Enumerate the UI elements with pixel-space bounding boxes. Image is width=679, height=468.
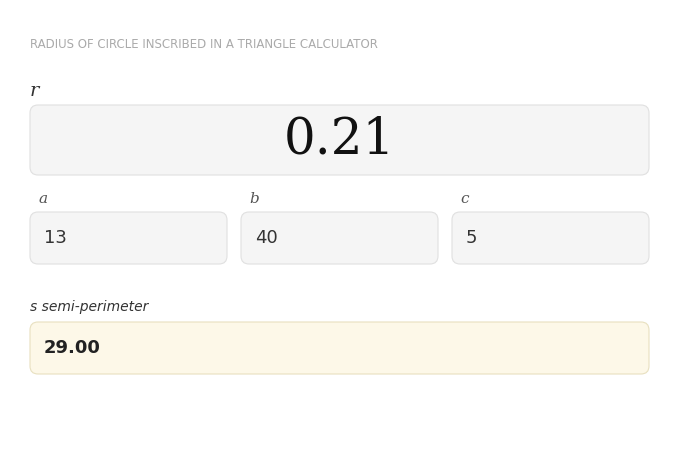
Text: 40: 40 <box>255 229 278 247</box>
Text: 5: 5 <box>466 229 477 247</box>
Text: r: r <box>30 82 39 100</box>
FancyBboxPatch shape <box>30 322 649 374</box>
Text: c: c <box>460 192 469 206</box>
FancyBboxPatch shape <box>30 212 227 264</box>
Text: 0.21: 0.21 <box>284 115 395 165</box>
Text: b: b <box>249 192 259 206</box>
FancyBboxPatch shape <box>241 212 438 264</box>
Text: 13: 13 <box>44 229 67 247</box>
FancyBboxPatch shape <box>452 212 649 264</box>
Text: a: a <box>38 192 47 206</box>
FancyBboxPatch shape <box>30 105 649 175</box>
Text: 29.00: 29.00 <box>44 339 101 357</box>
Text: RADIUS OF CIRCLE INSCRIBED IN A TRIANGLE CALCULATOR: RADIUS OF CIRCLE INSCRIBED IN A TRIANGLE… <box>30 38 378 51</box>
Text: s semi-perimeter: s semi-perimeter <box>30 300 149 314</box>
